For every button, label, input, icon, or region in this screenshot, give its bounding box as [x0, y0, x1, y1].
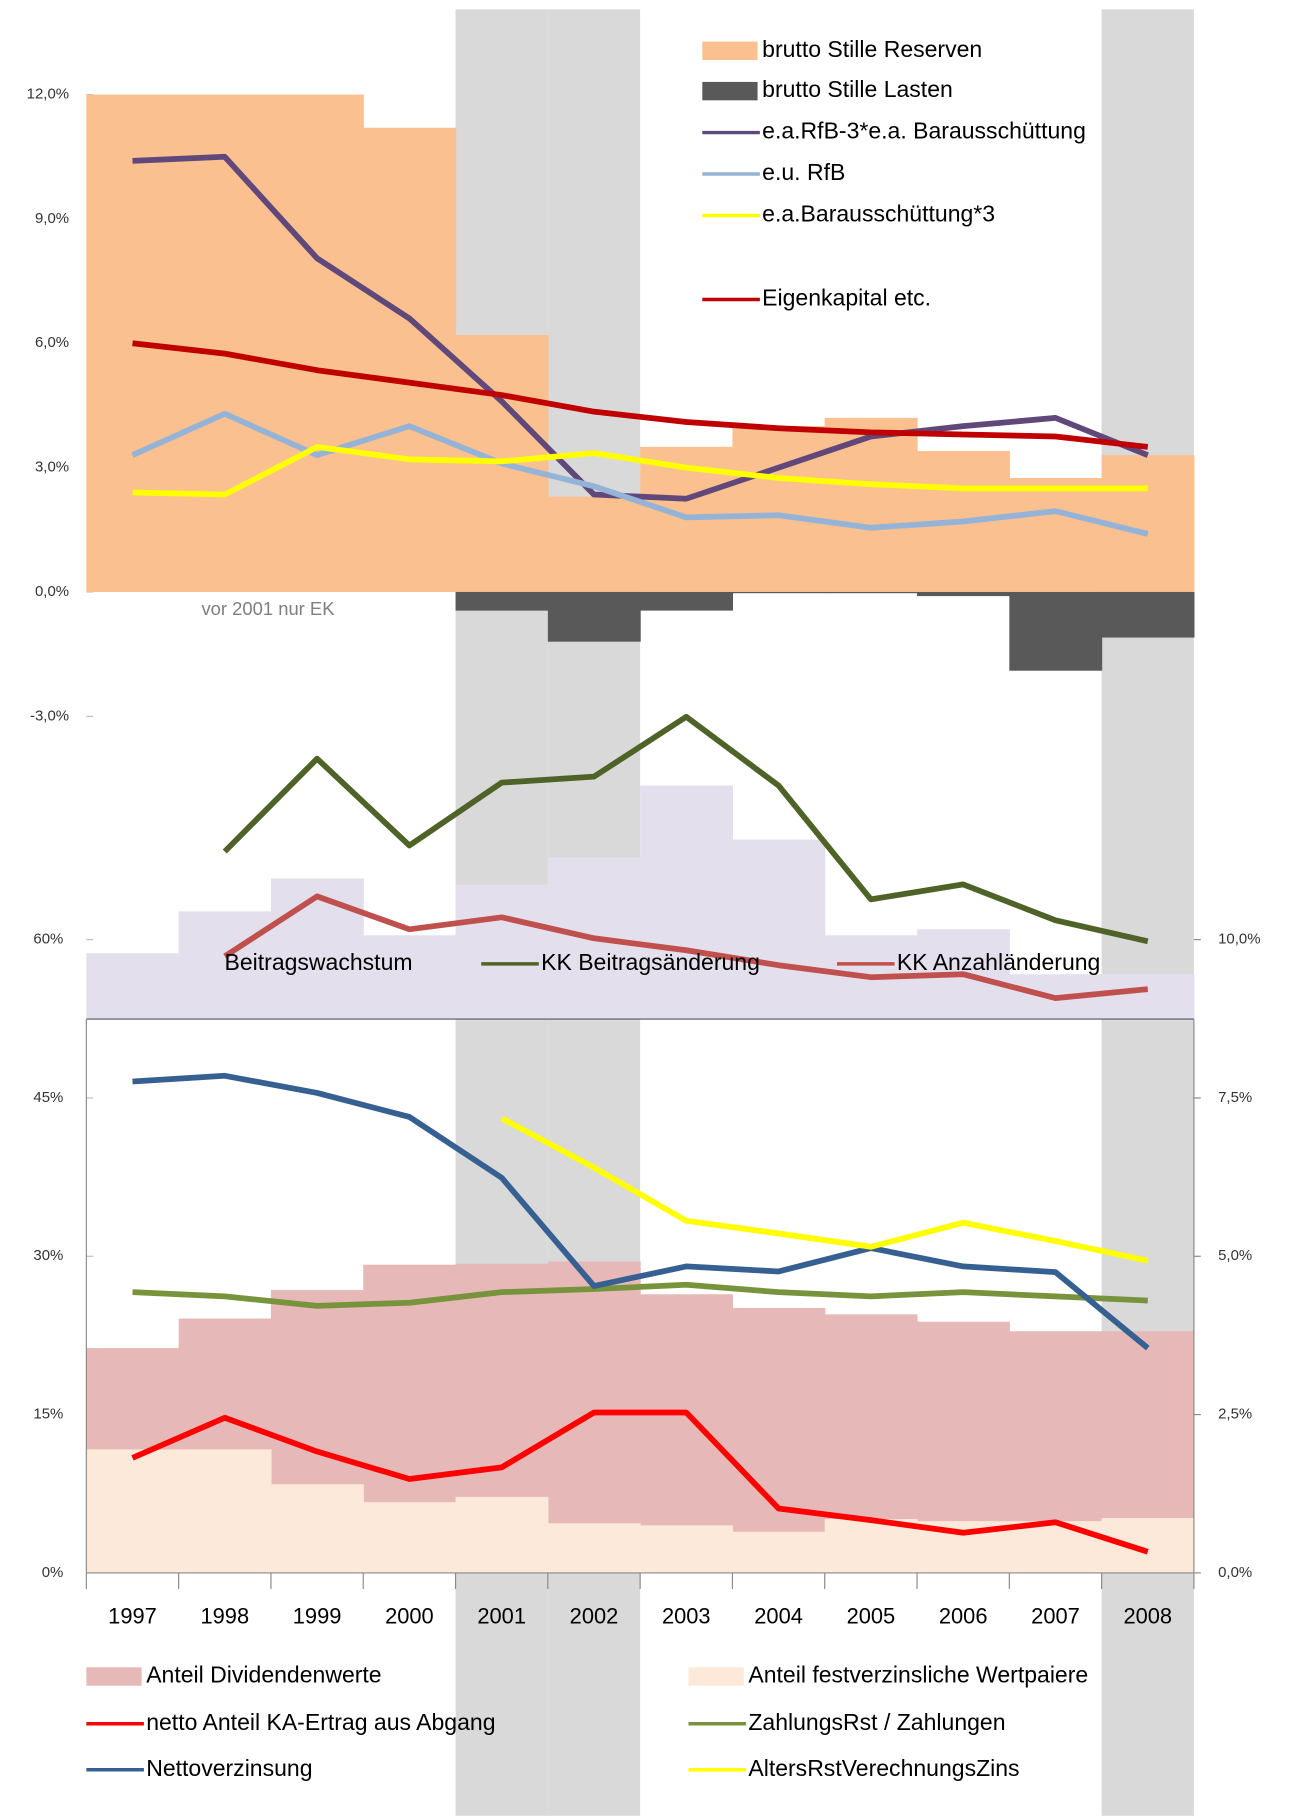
line-series — [222, 713, 1149, 945]
y-tick-label: 6,0% — [35, 334, 69, 351]
step-bar — [824, 417, 918, 592]
legend-label: KK Beitragsänderung — [541, 949, 760, 975]
step-bar — [86, 953, 180, 1020]
y2-tick-label: 2,5% — [1218, 1406, 1252, 1423]
step-bar — [640, 591, 734, 611]
line-series — [131, 1409, 1149, 1555]
legend-swatch — [702, 81, 758, 101]
legend-label: brutto Stille Lasten — [762, 76, 953, 102]
step-bar — [732, 839, 826, 1020]
y-tick-label: 60% — [33, 931, 63, 948]
step-bar — [640, 785, 734, 1020]
y2-tick-label: 0,0% — [1218, 1564, 1252, 1581]
step-bar — [732, 1307, 826, 1573]
legend-label: AltersRstVerechnungsZins — [748, 1755, 1019, 1781]
y-tick-label: -3,0% — [30, 707, 69, 724]
x-tick-label: 2002 — [570, 1604, 619, 1629]
line-series — [223, 893, 1149, 1002]
step-bar — [455, 884, 549, 1020]
line-series — [132, 1281, 1148, 1309]
step-bar — [547, 591, 641, 642]
legend-label: Anteil festverzinsliche Wertpaiere — [748, 1662, 1088, 1688]
step-bar — [363, 935, 457, 1020]
legend-label: Anteil Dividendenwerte — [146, 1662, 381, 1688]
y2-tick-label: 5,0% — [1218, 1247, 1252, 1264]
line-series — [132, 153, 1149, 502]
legend-swatch — [86, 1667, 142, 1686]
step-bar — [455, 591, 549, 611]
x-tick-label: 1999 — [293, 1604, 342, 1629]
step-bar — [732, 591, 826, 594]
step-bar — [1101, 591, 1195, 638]
step-bar — [455, 1496, 549, 1573]
legend-label: e.u. RfB — [762, 159, 845, 185]
step-bar — [732, 1531, 826, 1573]
step-bar — [732, 426, 826, 592]
legend-label: netto Anteil KA-Ertrag aus Abgang — [146, 1709, 495, 1735]
legend-swatch — [702, 41, 758, 61]
foreground-layer: -3,0% 0,0% 3,0% 6,0% 9,0% 12,0% vor 2001 nur E… — [27, 36, 1261, 1781]
step-bar — [363, 1502, 457, 1573]
x-tick-label: 1997 — [108, 1604, 157, 1629]
step-bar — [270, 1484, 364, 1573]
x-tick-label: 2007 — [1031, 1604, 1080, 1629]
step-bar — [824, 1519, 918, 1573]
y-tick-label: 15% — [33, 1406, 63, 1423]
y-tick-label: 12,0% — [27, 86, 69, 103]
line-series — [131, 410, 1149, 537]
legend-label: KK Anzahländerung — [897, 949, 1100, 975]
step-bar — [178, 94, 272, 592]
x-tick-label: 2000 — [385, 1604, 434, 1629]
step-bar — [270, 878, 364, 1020]
x-tick-label: 1998 — [200, 1604, 249, 1629]
step-bar — [1101, 1518, 1195, 1573]
step-bar — [270, 94, 364, 592]
step-bar — [917, 591, 1010, 597]
x-tick-label: 2004 — [754, 1604, 803, 1629]
legend-label: Eigenkapital etc. — [762, 285, 931, 311]
x-tick-label: 2008 — [1123, 1604, 1172, 1629]
legend-label: brutto Stille Reserven — [762, 36, 982, 62]
line-series — [132, 444, 1148, 498]
legend-label: e.a.RfB-3*e.a. Barausschüttung — [762, 118, 1086, 144]
step-bar — [178, 1449, 272, 1573]
step-bar — [547, 1523, 641, 1573]
y-tick-label: 45% — [33, 1089, 63, 1106]
step-bar — [640, 1525, 734, 1573]
y-tick-label: 30% — [33, 1247, 63, 1264]
legend-label: ZahlungsRst / Zahlungen — [748, 1709, 1005, 1735]
y-tick-label: 9,0% — [35, 210, 69, 227]
annotation: vor 2001 nur EK — [201, 598, 335, 619]
x-tick-label: 2003 — [662, 1604, 711, 1629]
legend-swatch — [688, 1667, 744, 1686]
line-series — [500, 1115, 1149, 1264]
y2-tick-label: 7,5% — [1218, 1089, 1252, 1106]
legend-label: e.a.Barausschüttung*3 — [762, 201, 995, 227]
step-bar — [86, 1449, 180, 1573]
line-series — [132, 340, 1149, 450]
step-bar — [1009, 477, 1103, 592]
legend-swatch — [164, 954, 220, 974]
step-bar — [1101, 974, 1195, 1020]
step-bar — [1009, 1521, 1103, 1573]
line-series — [132, 1072, 1150, 1351]
y-tick-label: 0,0% — [35, 583, 69, 600]
x-tick-label: 2006 — [939, 1604, 988, 1629]
x-tick-label: 2005 — [847, 1604, 896, 1629]
step-bar — [363, 127, 457, 592]
step-bar — [824, 591, 918, 594]
y-tick-label: 3,0% — [35, 459, 69, 476]
step-bar — [1009, 591, 1103, 671]
step-bar — [547, 496, 641, 592]
legend-label: Beitragswachstum — [225, 949, 413, 975]
y-tick-label: 0% — [42, 1564, 64, 1581]
x-tick-label: 2001 — [477, 1604, 526, 1629]
y2-tick-label: 10,0% — [1218, 931, 1260, 948]
step-bar — [547, 1261, 641, 1573]
legend-label: Nettoverzinsung — [146, 1755, 312, 1781]
